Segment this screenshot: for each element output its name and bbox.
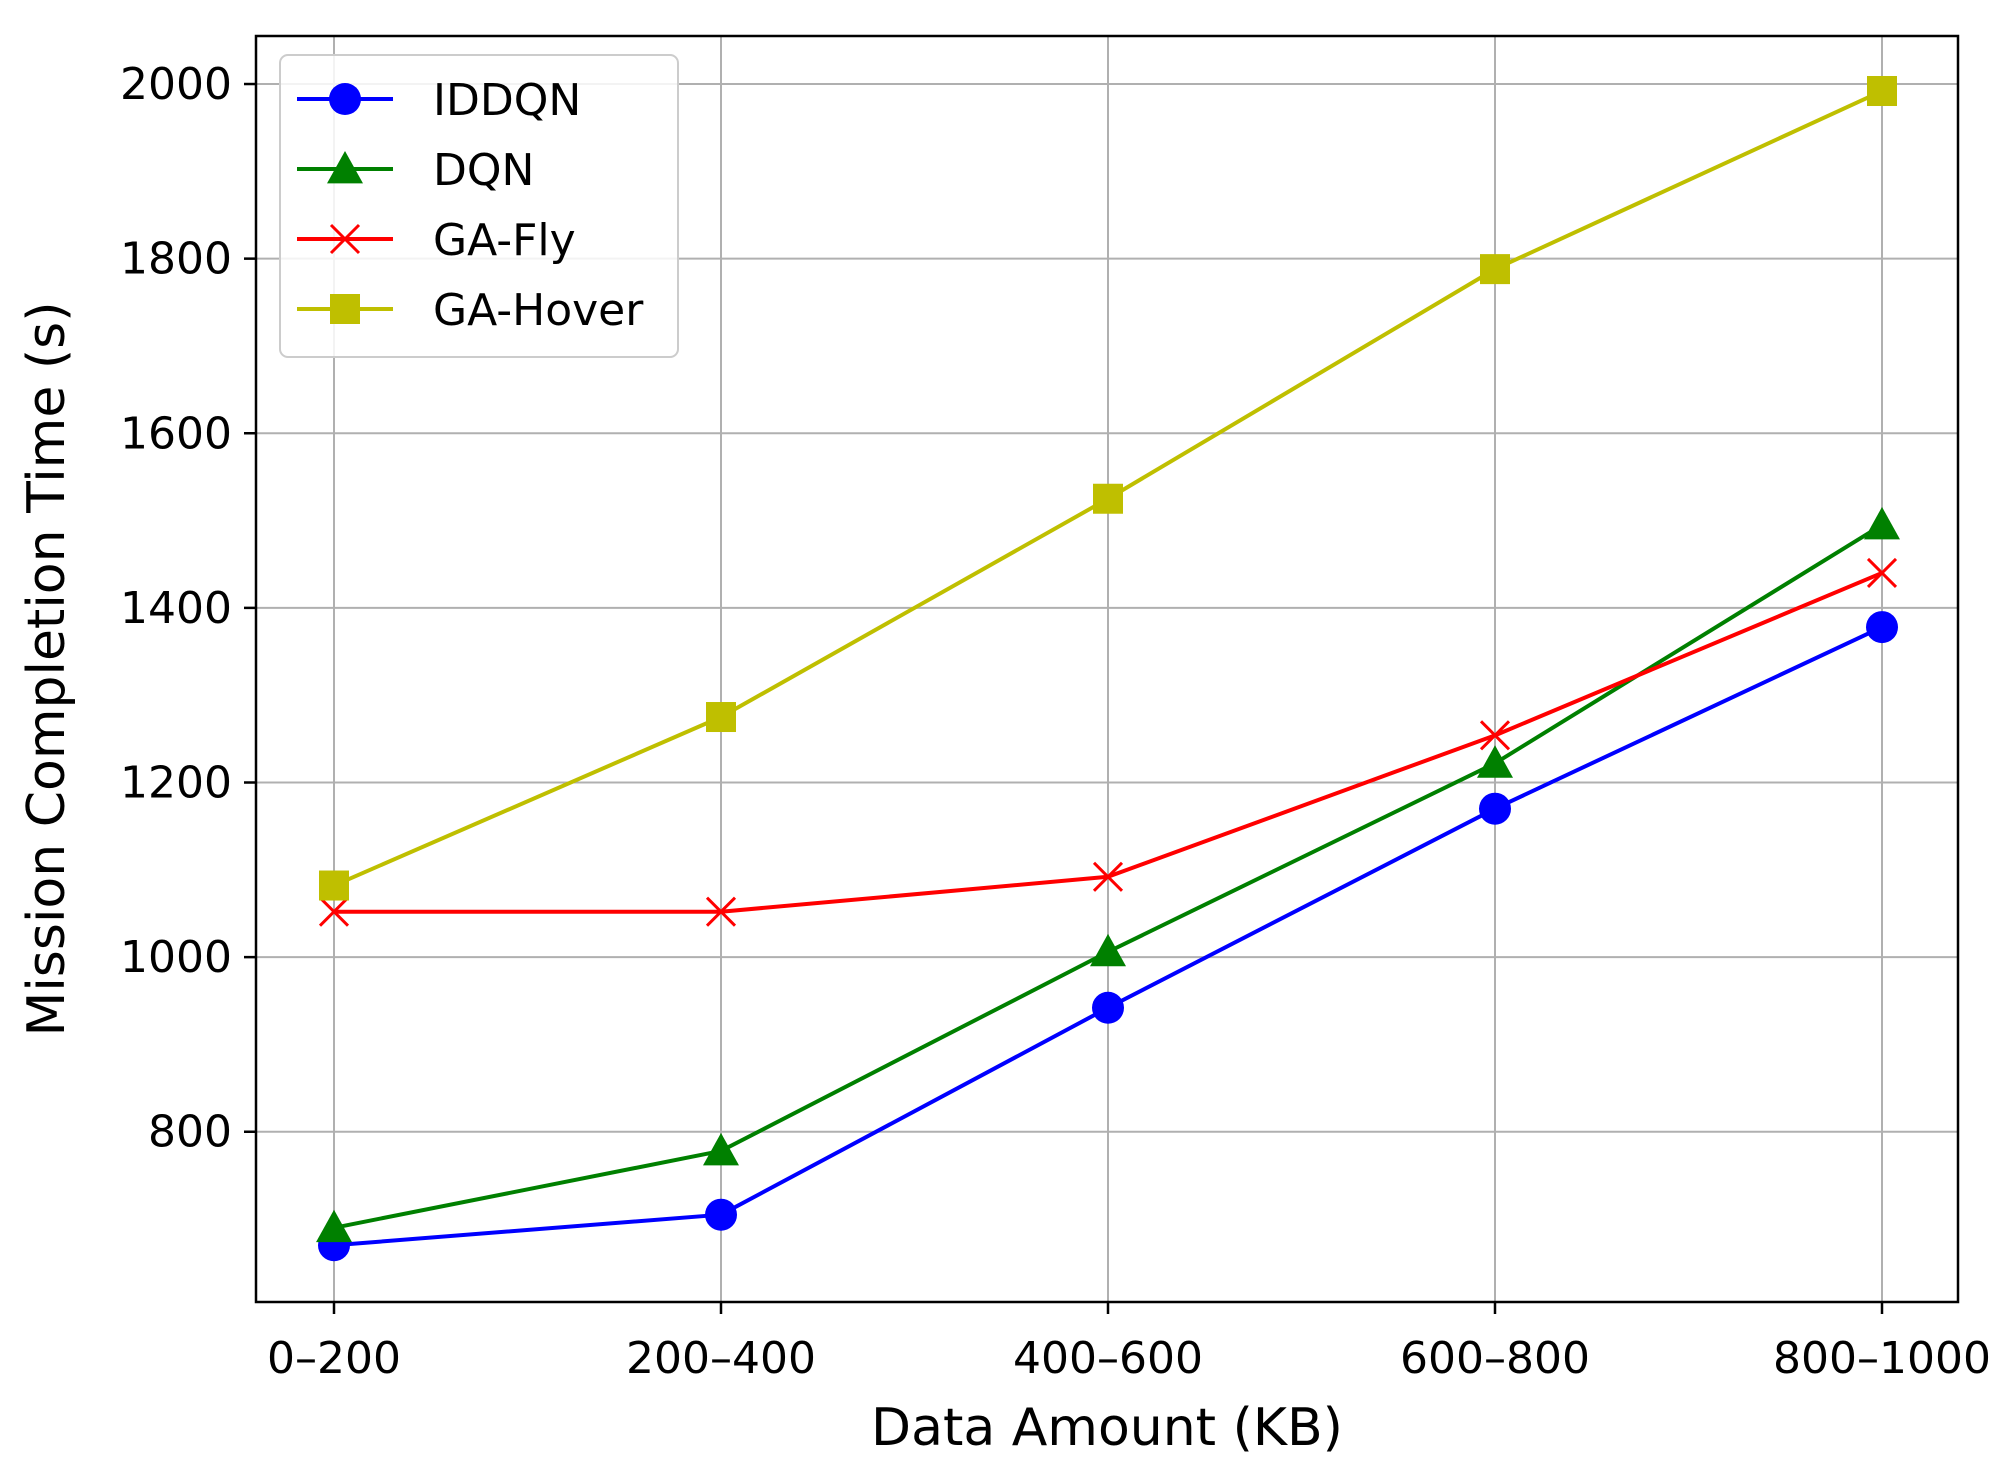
legend-label: GA-Fly: [433, 215, 576, 266]
y-tick-label: 1400: [120, 583, 232, 634]
legend-label: IDDQN: [433, 75, 581, 126]
y-tick-label: 1800: [120, 234, 232, 285]
series-ga-hover: [319, 76, 1897, 901]
data-point-square: [330, 294, 360, 324]
legend-item: DQN: [297, 145, 534, 196]
y-tick-label: 1000: [120, 932, 232, 983]
y-axis-ticks: 800 1000 1200 1400 1600 1800 2000: [120, 59, 256, 1158]
data-point-circle: [705, 1198, 737, 1231]
legend: IDDQN DQN GA-Fly GA-Hover: [279, 54, 679, 358]
data-point-circle: [329, 83, 361, 115]
x-tick-label: 0–200: [267, 1333, 401, 1384]
legend-item: GA-Fly: [297, 215, 576, 266]
data-point-square: [1480, 254, 1510, 285]
data-point-x: [329, 223, 361, 255]
data-point-circle: [1092, 991, 1124, 1024]
x-tick-label: 200–400: [626, 1333, 816, 1384]
y-tick-label: 1600: [120, 408, 232, 459]
series-iddqn: [318, 611, 1898, 1262]
x-tick-label: 800–1000: [1773, 1333, 1991, 1384]
y-tick-label: 2000: [120, 59, 232, 110]
data-point-triangle: [327, 151, 363, 184]
data-point-x: [1092, 861, 1124, 892]
data-point-square: [1093, 483, 1123, 514]
data-point-square: [319, 870, 349, 901]
legend-label: GA-Hover: [433, 285, 644, 336]
plot-frame: [254, 34, 1960, 1304]
y-tick-label: 1200: [120, 758, 232, 809]
data-point-x: [705, 896, 737, 927]
data-point-x: [1866, 557, 1898, 589]
data-point-triangle: [703, 1132, 739, 1166]
data-point-triangle: [1090, 933, 1126, 967]
data-point-circle: [1479, 792, 1511, 825]
data-point-triangle: [1477, 745, 1513, 778]
series-ga-fly: [318, 557, 1898, 927]
y-axis-label: Mission Completion Time (s): [17, 301, 77, 1036]
data-point-triangle: [1864, 506, 1900, 540]
data-point-circle: [1866, 611, 1898, 644]
y-tick-label: 800: [148, 1107, 232, 1158]
data-point-x: [1479, 720, 1511, 751]
legend-box: [279, 54, 679, 358]
legend-item: GA-Hover: [297, 285, 644, 336]
data-point-square: [1867, 76, 1897, 107]
x-axis-label: Data Amount (KB): [871, 1398, 1343, 1458]
x-tick-label: 600–800: [1400, 1333, 1590, 1384]
series-dqn: [316, 506, 1900, 1243]
x-axis-ticks: 0–200 200–400 400–600 600–800 800–1000: [267, 1302, 1991, 1384]
legend-item: IDDQN: [297, 75, 581, 126]
data-point-square: [706, 702, 736, 733]
data-point-triangle: [316, 1209, 352, 1243]
legend-label: DQN: [433, 145, 534, 196]
x-tick-label: 400–600: [1013, 1333, 1203, 1384]
series-group: [316, 76, 1900, 1262]
data-point-x: [318, 896, 350, 927]
